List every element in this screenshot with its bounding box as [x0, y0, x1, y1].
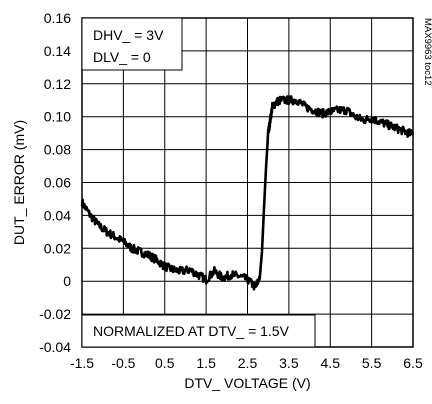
annotation-box-top: [81, 17, 183, 71]
y-tick-label: 0.16: [44, 10, 71, 26]
y-tick-label: 0.02: [44, 240, 71, 256]
y-tick-label: 0.04: [44, 207, 71, 223]
y-tick-label: -0.02: [39, 306, 71, 322]
x-tick-label: -0.5: [111, 355, 135, 371]
y-tick-label: 0.06: [44, 175, 71, 191]
y-tick-label: 0.10: [44, 109, 71, 125]
y-tick-label: 0.12: [44, 76, 71, 92]
figure-id-label: MAX9963 toc12: [422, 18, 432, 86]
x-tick-label: -1.5: [70, 355, 94, 371]
y-tick-label: 0: [63, 273, 71, 289]
x-tick-label: 6.5: [403, 355, 423, 371]
x-tick-label: 0.5: [155, 355, 175, 371]
x-axis-label: DTV_ VOLTAGE (V): [184, 375, 310, 391]
x-tick-label: 2.5: [238, 355, 258, 371]
annotation-normalized: NORMALIZED AT DTV_ = 1.5V: [93, 323, 290, 339]
x-tick-label: 3.5: [279, 355, 299, 371]
y-tick-label: 0.08: [44, 142, 71, 158]
y-tick-label: -0.04: [39, 339, 71, 355]
y-axis-label: DUT_ ERROR (mV): [11, 120, 27, 245]
y-tick-label: 0.14: [44, 43, 71, 59]
annotation-box-bottom: [81, 314, 316, 348]
grid-lines: [81, 17, 414, 348]
y-tick-labels: -0.04 -0.02 0 0.02 0.04 0.06 0.08 0.10 0.12 0.14 0…: [39, 10, 71, 355]
annotation-dlv: DLV_ = 0: [93, 49, 151, 65]
annotation-dhv: DHV_ = 3V: [93, 27, 164, 43]
x-tick-label: 1.5: [196, 355, 216, 371]
x-tick-labels: -1.5 -0.5 0.5 1.5 2.5 3.5 4.5 5.5 6.5: [70, 355, 423, 371]
x-tick-label: 5.5: [362, 355, 382, 371]
x-tick-label: 4.5: [321, 355, 341, 371]
series-group: [80, 95, 415, 291]
series-line-0: [80, 95, 415, 291]
